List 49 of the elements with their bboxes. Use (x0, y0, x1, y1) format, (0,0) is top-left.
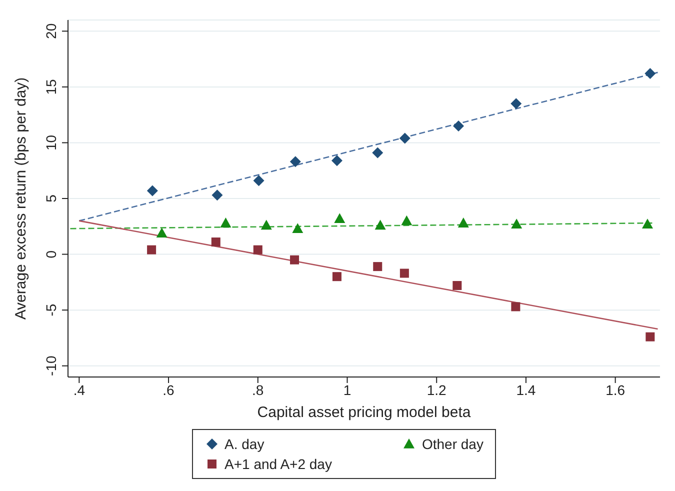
point (400, 268, 409, 278)
point (260, 220, 272, 230)
y-tick-label: 5 (43, 194, 59, 202)
y-tick-label: -5 (43, 304, 59, 316)
point (290, 255, 300, 264)
x-tick-label: 1.6 (606, 382, 626, 398)
point (156, 228, 168, 238)
point (334, 213, 346, 223)
point (373, 262, 382, 272)
x-tick-label: .4 (73, 382, 86, 398)
x-tick-label: .6 (162, 382, 175, 398)
point (642, 218, 653, 229)
point (644, 68, 656, 80)
point (401, 215, 412, 226)
x-tick-label: .8 (252, 382, 264, 398)
x-axis-title: Capital asset pricing model beta (257, 404, 472, 421)
point (510, 98, 522, 110)
y-tick-label: 20 (43, 23, 59, 39)
y-tick-label: 0 (43, 250, 59, 258)
y-tick-label: -10 (43, 356, 59, 376)
point (511, 302, 520, 312)
point (452, 281, 462, 290)
y-axis-title: Average excess return (bps per day) (12, 77, 30, 320)
legend-label: Other day (422, 436, 484, 452)
point (211, 238, 220, 247)
y-tick-label: 15 (43, 78, 59, 95)
point (372, 147, 384, 158)
point (220, 218, 232, 228)
x-tick-label: 1.2 (426, 382, 447, 398)
point (292, 223, 304, 234)
point (146, 185, 158, 196)
point (253, 175, 264, 186)
legend-label: A. day (224, 436, 264, 452)
point (399, 132, 410, 144)
point (147, 245, 156, 254)
y-tick-label: 10 (43, 134, 59, 151)
point (332, 272, 342, 282)
point (290, 156, 301, 168)
x-tick-label: 1.4 (516, 382, 536, 398)
x-tick-label: 1 (343, 382, 352, 398)
point (646, 332, 655, 342)
legend-label: A+1 and A+2 day (224, 456, 332, 472)
point (253, 245, 262, 254)
point (452, 120, 464, 132)
point (511, 218, 522, 229)
point (374, 220, 386, 230)
point (331, 155, 342, 166)
point (212, 190, 223, 201)
point (458, 218, 469, 228)
